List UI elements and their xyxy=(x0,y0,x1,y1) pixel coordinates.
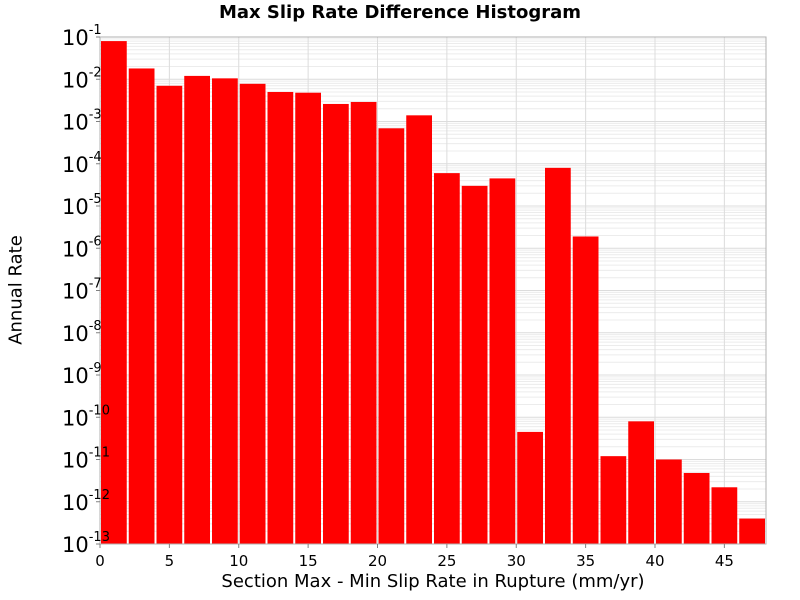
x-tick-label: 30 xyxy=(507,552,526,570)
bar xyxy=(350,101,377,544)
x-tick-label: 15 xyxy=(299,552,318,570)
y-tick-label: 10-12 xyxy=(62,488,110,515)
x-tick-label: 0 xyxy=(95,552,105,570)
bar xyxy=(212,78,238,545)
y-tick-label: 10-10 xyxy=(62,403,110,430)
y-tick-label: 10-5 xyxy=(62,192,102,219)
bar xyxy=(711,487,738,544)
bar xyxy=(295,92,321,544)
y-tick-label: 10-13 xyxy=(62,530,110,557)
y-tick-label: 10-11 xyxy=(62,446,110,473)
bar xyxy=(628,421,654,544)
bar xyxy=(239,83,266,544)
x-tick-label: 40 xyxy=(645,552,664,570)
x-tick-label: 25 xyxy=(437,552,456,570)
x-tick-label: 5 xyxy=(165,552,175,570)
y-tick-label: 10-6 xyxy=(62,234,102,261)
bar xyxy=(517,431,543,544)
bar xyxy=(156,85,183,544)
bar xyxy=(128,68,155,545)
bar xyxy=(489,178,516,544)
bar xyxy=(434,173,460,544)
bar xyxy=(101,41,127,544)
x-tick-label: 45 xyxy=(715,552,734,570)
bar xyxy=(572,236,599,544)
y-tick-label: 10-7 xyxy=(62,277,102,304)
bar xyxy=(267,91,294,545)
y-axis-ticks: 10-1 10-2 10-3 10-4 10-5 10-6 10-7 10-8 10-9 10-1… xyxy=(62,23,110,557)
y-tick-label: 10-3 xyxy=(62,108,102,135)
x-axis-ticks: 0 5 10 15 20 25 30 35 40 45 xyxy=(95,544,734,570)
bar xyxy=(683,472,710,544)
chart-title: Max Slip Rate Difference Histogram xyxy=(218,2,581,23)
bar xyxy=(656,459,682,544)
bar xyxy=(545,167,571,544)
y-tick-label: 10-2 xyxy=(62,65,102,92)
bar xyxy=(406,115,432,545)
y-tick-label: 10-8 xyxy=(62,319,102,346)
bar xyxy=(323,103,349,544)
x-tick-label: 10 xyxy=(229,552,248,570)
x-axis-label: Section Max - Min Slip Rate in Rupture (… xyxy=(221,571,645,592)
bar xyxy=(739,518,765,544)
bars xyxy=(101,41,765,545)
x-tick-label: 35 xyxy=(576,552,595,570)
y-tick-label: 10-4 xyxy=(62,150,102,177)
y-tick-label: 10-1 xyxy=(62,23,102,50)
bar xyxy=(378,128,405,544)
bar xyxy=(461,185,488,545)
bar xyxy=(184,75,210,544)
y-tick-label: 10-9 xyxy=(62,361,102,388)
x-tick-label: 20 xyxy=(368,552,387,570)
bar xyxy=(600,456,627,544)
